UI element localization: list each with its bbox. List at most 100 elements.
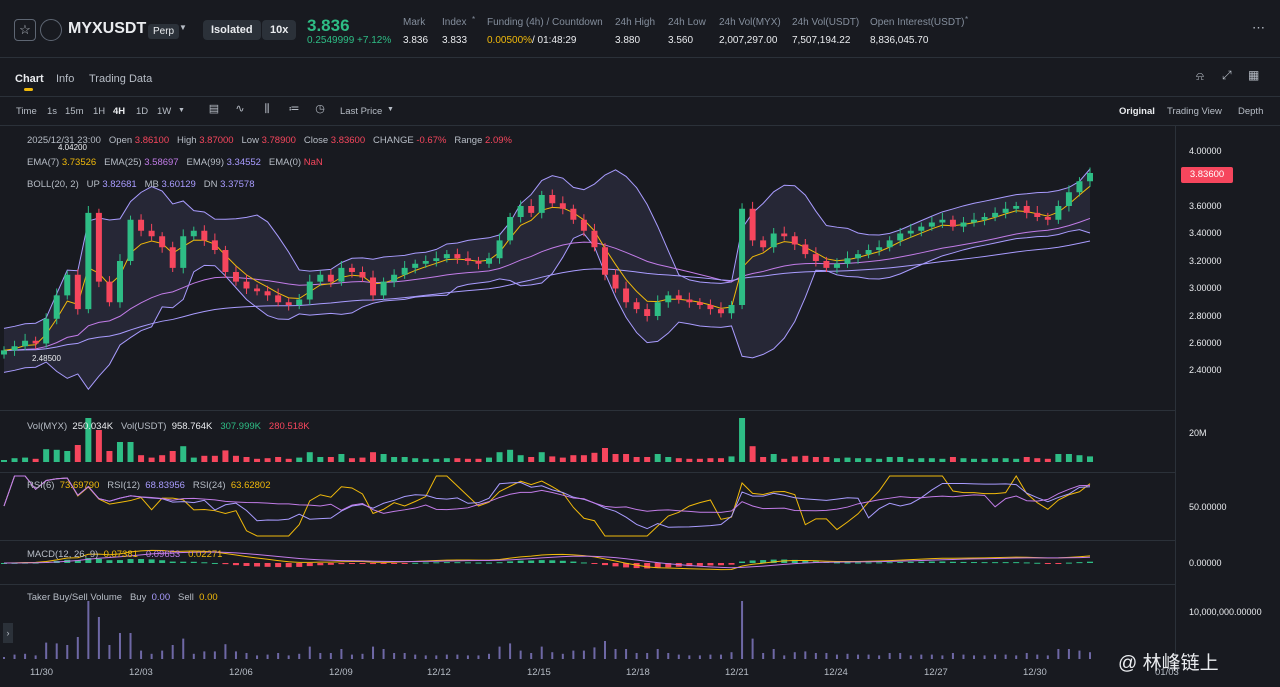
candle-body bbox=[43, 318, 50, 344]
settings-sliders-icon[interactable]: ≔ bbox=[288, 103, 300, 115]
taker-bar bbox=[361, 653, 364, 659]
volume-bar bbox=[32, 458, 39, 462]
macd-hist-bar bbox=[739, 561, 746, 563]
macd-hist-bar bbox=[296, 563, 303, 567]
grid-icon[interactable]: ▦ bbox=[1248, 68, 1260, 82]
rsi24-value: 63.62802 bbox=[230, 480, 271, 491]
volume-bar bbox=[296, 457, 303, 462]
macd-hist-bar bbox=[201, 562, 208, 564]
taker-bar bbox=[287, 655, 290, 659]
tab-chart[interactable]: Chart bbox=[15, 73, 44, 85]
interval-1s[interactable]: 1s bbox=[47, 106, 58, 117]
volume-bar bbox=[939, 458, 946, 462]
interval-4h[interactable]: 4H bbox=[113, 106, 126, 117]
max-price-label: 4.04200 bbox=[58, 143, 87, 152]
volume-bar bbox=[949, 457, 956, 462]
interval-1w[interactable]: 1W bbox=[157, 106, 172, 117]
taker-bar bbox=[34, 655, 37, 659]
taker-sell-value: 0.00 bbox=[199, 592, 218, 603]
macd-hist-bar bbox=[222, 563, 229, 565]
candle-body bbox=[992, 212, 999, 217]
view-original[interactable]: Original bbox=[1119, 106, 1155, 117]
taker-bar bbox=[372, 646, 375, 659]
volume-bar bbox=[1002, 458, 1009, 462]
macd-hist-bar bbox=[623, 563, 630, 568]
info-icon[interactable]: * bbox=[472, 15, 476, 24]
vol-usdt-value: 958.764K bbox=[171, 421, 213, 432]
candle-body bbox=[1013, 206, 1020, 209]
volume-bar bbox=[254, 458, 261, 462]
taker-volume-bars bbox=[3, 601, 1091, 659]
tab-trading-data[interactable]: Trading Data bbox=[89, 73, 153, 85]
chevron-down-icon[interactable]: ▼ bbox=[179, 23, 187, 32]
taker-bar bbox=[498, 646, 501, 659]
panel-divider bbox=[0, 472, 1175, 473]
chevron-down-icon[interactable]: ▼ bbox=[178, 107, 185, 114]
volume-bar bbox=[454, 458, 461, 462]
macd-hist-bar bbox=[327, 563, 334, 565]
chevron-right-icon[interactable]: › bbox=[3, 623, 13, 643]
candle-body bbox=[907, 230, 914, 234]
taker-bar bbox=[646, 653, 649, 659]
volume-bar bbox=[380, 454, 387, 462]
macd-hist-bar bbox=[960, 561, 967, 563]
macd-hist-bar bbox=[770, 559, 777, 563]
calendar-icon[interactable]: ▤ bbox=[208, 103, 220, 115]
info-icon[interactable]: * bbox=[965, 15, 969, 24]
tab-active-indicator bbox=[24, 88, 33, 91]
star-icon[interactable]: ☆ bbox=[14, 19, 36, 41]
interval-1d[interactable]: 1D bbox=[136, 106, 149, 117]
taker-bar bbox=[888, 653, 891, 659]
ohlc-close: 3.83600 bbox=[330, 135, 366, 146]
boll-dn: 3.37578 bbox=[220, 179, 255, 190]
stat-value-open-interest: 8,836,045.70 bbox=[870, 35, 929, 46]
candle-body bbox=[1023, 206, 1030, 213]
candle-body bbox=[443, 254, 450, 259]
macd-hist-bar bbox=[538, 560, 545, 563]
interval-1h[interactable]: 1H bbox=[93, 106, 106, 117]
macd-dif-line bbox=[3, 549, 1091, 571]
taker-bar bbox=[24, 653, 27, 659]
candle-body bbox=[475, 261, 482, 264]
candle-body bbox=[580, 219, 587, 231]
symbol-title[interactable]: MYXUSDT bbox=[68, 20, 147, 37]
stat-label-24h-vol-myx: 24h Vol(MYX) bbox=[719, 17, 781, 28]
view-trading-view[interactable]: Trading View bbox=[1167, 106, 1222, 117]
macd-indicator bbox=[1, 549, 1093, 571]
taker-bar bbox=[1046, 655, 1049, 659]
price-type-select[interactable]: Last Price bbox=[340, 106, 383, 117]
stat-label-funding: Funding (4h) / Countdown bbox=[487, 17, 603, 28]
candle-type-icon[interactable]: ⫼ bbox=[264, 103, 270, 115]
tab-info[interactable]: Info bbox=[56, 73, 75, 85]
macd-hist-bar bbox=[85, 558, 92, 563]
macd-hist-bar bbox=[338, 563, 345, 565]
candle-body bbox=[138, 219, 145, 231]
candle-body bbox=[306, 281, 313, 300]
x-tick: 12/06 bbox=[229, 667, 253, 678]
margin-mode-button[interactable]: Isolated bbox=[203, 20, 261, 40]
clock-icon[interactable]: ◷ bbox=[315, 103, 325, 115]
indicator-icon[interactable]: ∿ bbox=[235, 103, 245, 115]
volume-bar bbox=[812, 457, 819, 462]
candle-body bbox=[728, 305, 735, 314]
interval-15m[interactable]: 15m bbox=[65, 106, 84, 117]
ema25-value: 3.58697 bbox=[144, 157, 179, 168]
view-depth[interactable]: Depth bbox=[1238, 106, 1264, 117]
macd-hist-bar bbox=[148, 559, 155, 563]
expand-icon[interactable]: ⤢ bbox=[1222, 68, 1232, 82]
leverage-button[interactable]: 10x bbox=[262, 20, 297, 40]
volume-bar bbox=[591, 452, 598, 462]
macd-hist-bar bbox=[1087, 561, 1093, 563]
more-icon[interactable]: ⋯ bbox=[1252, 20, 1265, 35]
chevron-down-icon[interactable]: ▼ bbox=[387, 106, 394, 113]
bell-icon[interactable]: ⍾ bbox=[1196, 69, 1204, 83]
x-tick: 12/09 bbox=[329, 667, 353, 678]
interval-time[interactable]: Time bbox=[16, 106, 37, 117]
volume-bar bbox=[1044, 458, 1051, 462]
macd-hist: 0.02271 bbox=[188, 549, 223, 560]
price-chart[interactable] bbox=[0, 126, 1175, 661]
stat-value-24h-high: 3.880 bbox=[615, 35, 641, 46]
volume-bar bbox=[855, 458, 862, 462]
taker-bar bbox=[835, 654, 838, 659]
taker-bar bbox=[161, 650, 164, 659]
